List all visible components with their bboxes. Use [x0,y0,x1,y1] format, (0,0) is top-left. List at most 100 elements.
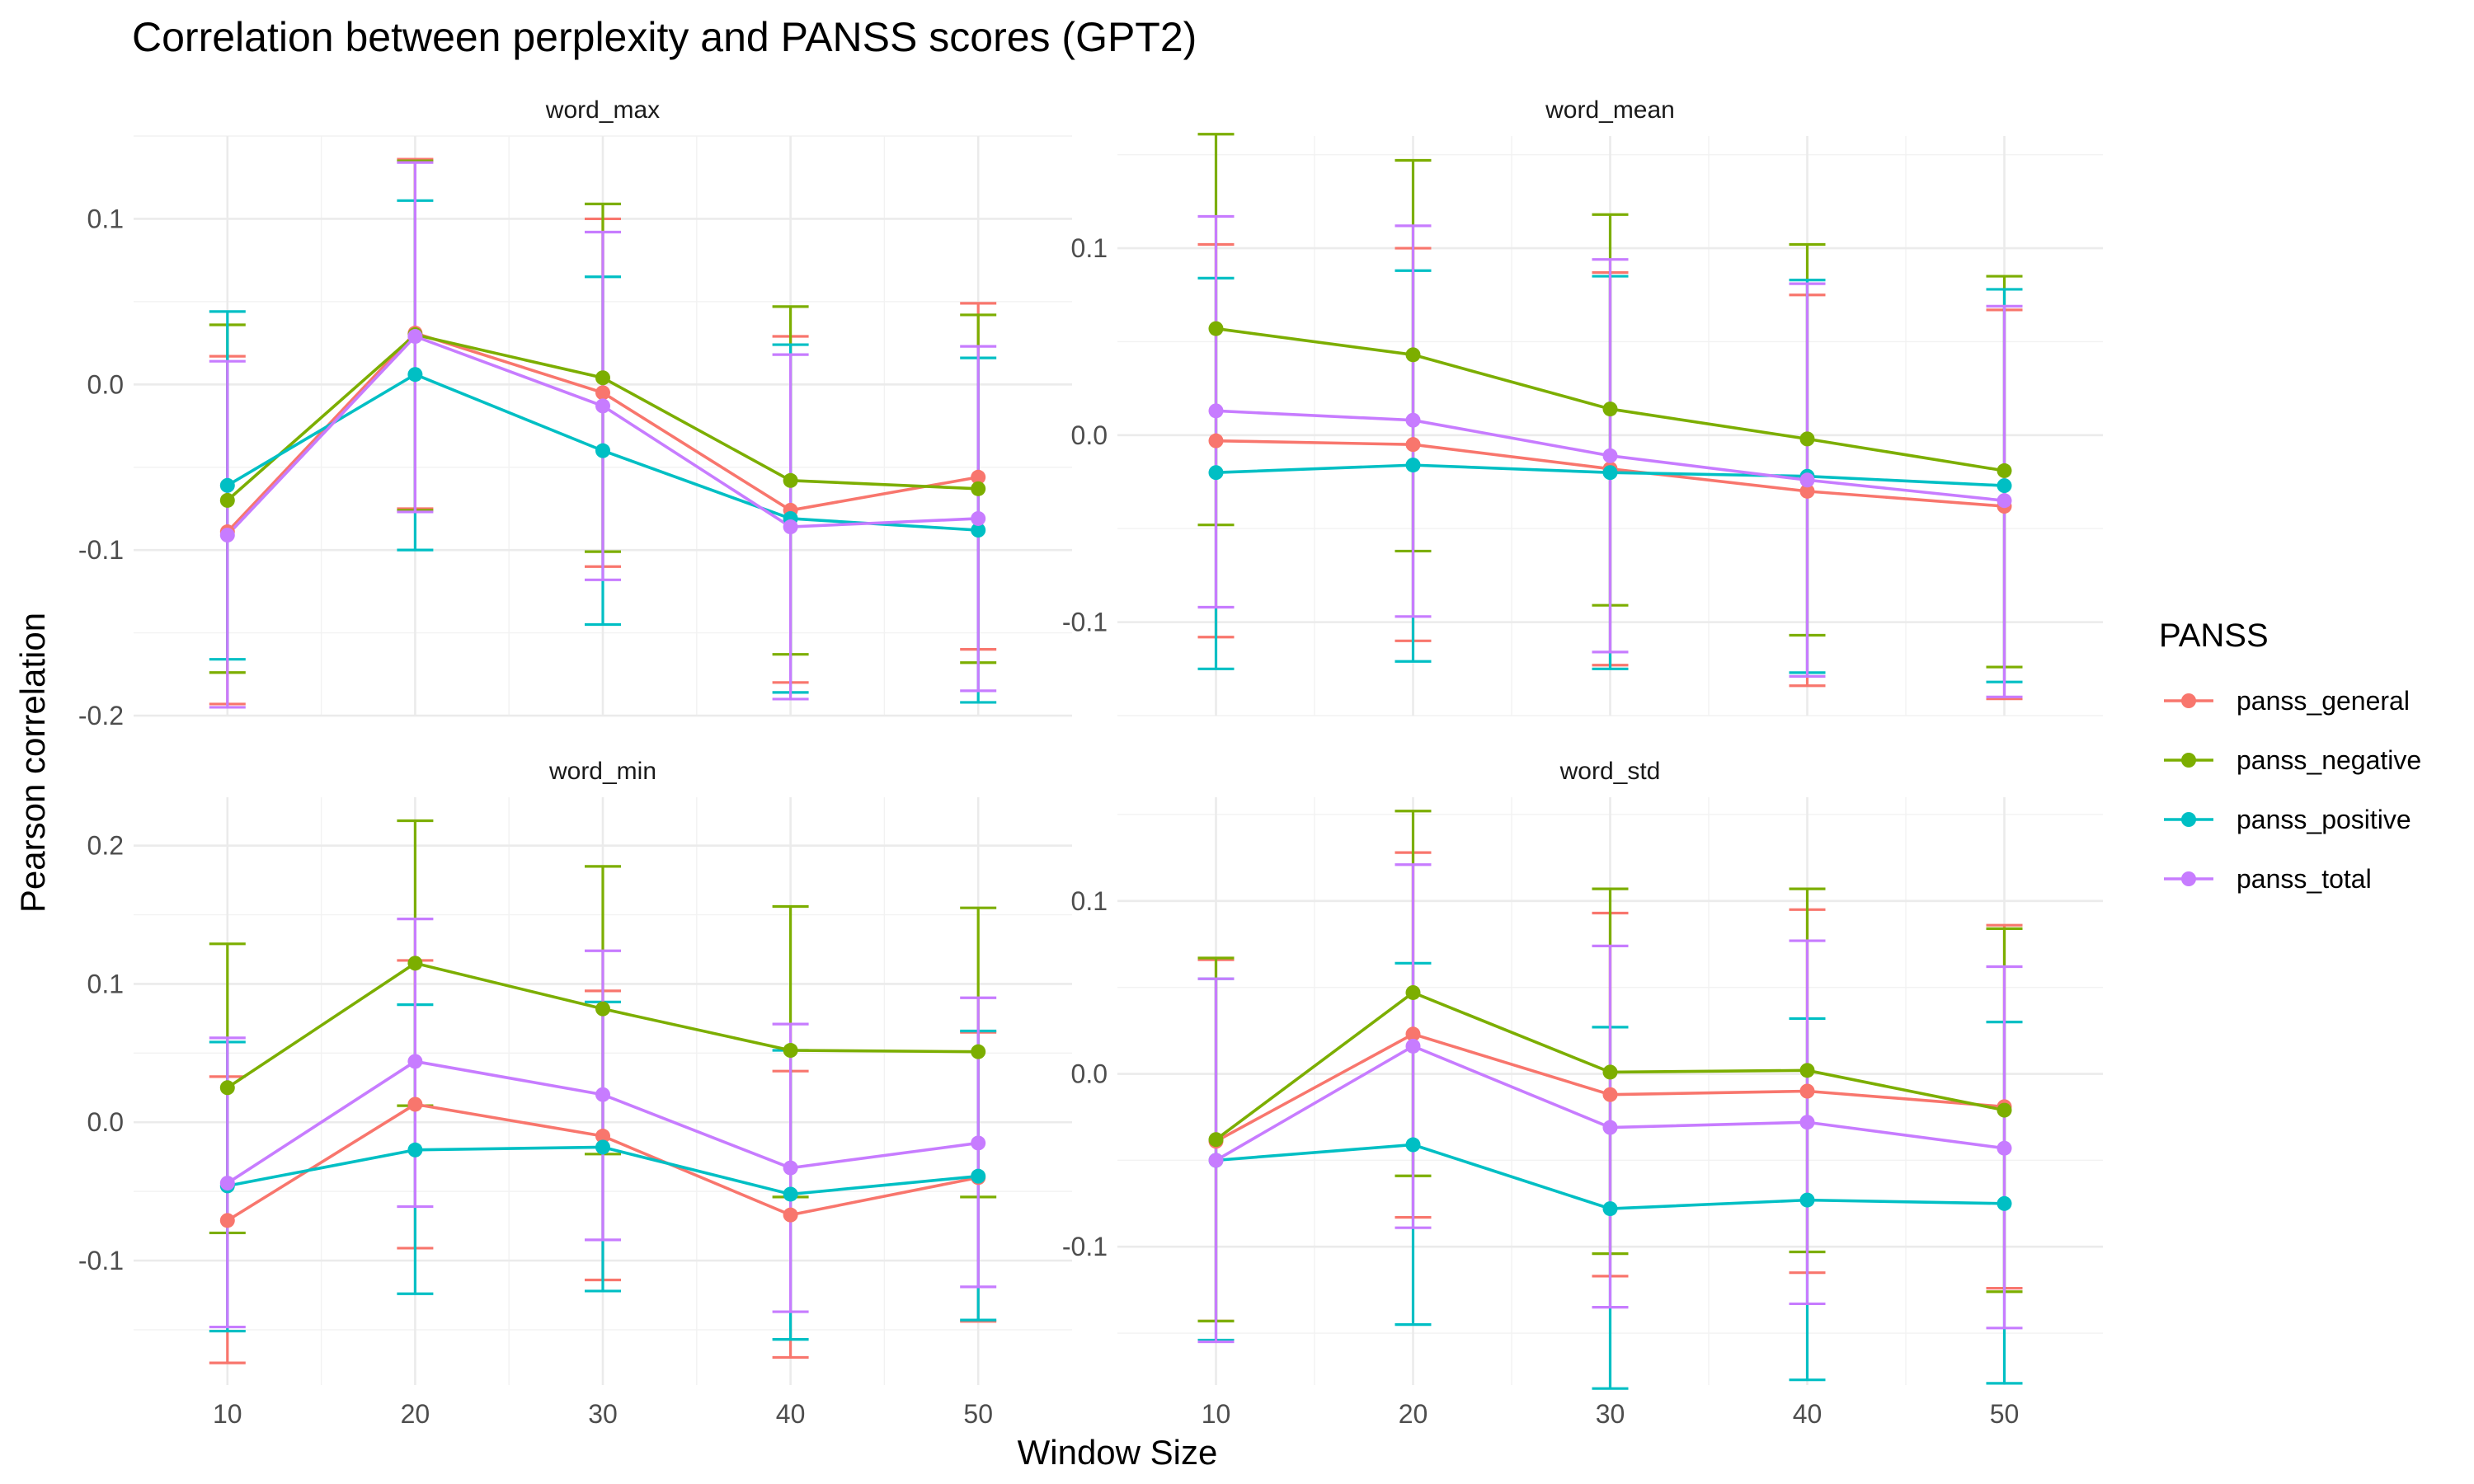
legend-label: panss_positive [2236,805,2411,834]
data-point-panss_general [1602,1087,1618,1102]
y-tick-label: -0.1 [78,1246,124,1275]
data-point-panss_positive [1208,465,1224,481]
data-point-panss_negative [971,1044,986,1059]
data-point-panss_general [783,1207,798,1223]
data-point-panss_positive [595,1139,610,1155]
legend-items: panss_general panss_negative panss_positiv… [2164,686,2421,894]
data-point-panss_negative [1405,347,1421,363]
x-tick-label: 50 [963,1399,993,1429]
data-point-panss_total [971,510,986,526]
legend-item-panss_total: panss_total [2164,864,2372,894]
x-tick-label: 10 [1202,1399,1231,1429]
facet-label: word_min [548,758,656,785]
data-point-panss_total [1602,448,1618,463]
data-point-panss_total [407,1054,423,1069]
data-point-panss_total [1799,472,1815,488]
legend-title: PANSS [2159,618,2269,654]
data-point-panss_positive [219,477,235,493]
y-tick-label: 0.1 [87,204,124,233]
panel-word_max: word_max -0.2 -0.1 0.0 0.1 [78,96,1072,730]
data-point-panss_negative [783,1043,798,1059]
data-point-panss_general [1405,437,1421,453]
data-point-panss_general [219,1213,235,1228]
data-point-panss_positive [1602,465,1618,481]
y-tick-label: 0.1 [87,969,124,998]
data-point-panss_positive [783,1186,798,1202]
data-point-panss_total [595,398,610,414]
data-point-panss_negative [407,956,423,971]
legend-key-point [2181,812,2196,827]
data-point-panss_positive [1405,1137,1421,1153]
y-tick-label: 0.0 [1071,1059,1108,1089]
y-tick-label: 0.0 [1071,420,1108,450]
data-point-panss_negative [1799,1063,1815,1078]
data-point-panss_negative [1997,1102,2012,1118]
legend-key-point [2181,753,2196,768]
panel-word_mean: word_mean -0.1 0.0 0.1 [1062,96,2103,716]
y-tick-label: 0.0 [87,369,124,399]
x-tick-label: 10 [213,1399,242,1429]
x-tick-label: 50 [1990,1399,2020,1429]
legend-key-point [2181,871,2196,886]
data-point-panss_total [219,528,235,543]
legend-key-point [2181,693,2196,708]
data-point-panss_total [1602,1120,1618,1135]
data-point-panss_negative [1997,463,2012,478]
facet-label: word_max [545,96,660,124]
data-point-panss_negative [1208,1132,1224,1148]
data-point-panss_general [595,385,610,401]
data-point-panss_positive [1602,1201,1618,1217]
data-point-panss_positive [1799,1192,1815,1208]
data-point-panss_positive [971,1168,986,1184]
plot-title: Correlation between perplexity and PANSS… [132,14,1197,60]
data-point-panss_total [1405,1038,1421,1054]
y-tick-label: 0.2 [87,831,124,861]
legend-label: panss_total [2236,864,2372,894]
data-point-panss_total [407,329,423,345]
data-point-panss_general [1799,1083,1815,1099]
data-point-panss_general [1405,1026,1421,1042]
data-point-panss_total [783,519,798,535]
data-point-panss_total [595,1087,610,1102]
data-point-panss_negative [971,481,986,496]
data-point-panss_general [407,1097,423,1112]
data-point-panss_negative [1208,321,1224,336]
data-point-panss_total [219,1176,235,1191]
x-tick-label: 40 [1793,1399,1823,1429]
legend-label: panss_general [2236,686,2410,716]
x-tick-label: 30 [588,1399,618,1429]
data-point-panss_negative [1799,431,1815,447]
data-point-panss_positive [1997,478,2012,494]
data-point-panss_positive [407,367,423,383]
y-tick-label: 0.1 [1071,233,1108,263]
legend-item-panss_general: panss_general [2164,686,2410,716]
y-tick-label: 0.0 [87,1107,124,1137]
data-point-panss_general [595,1129,610,1144]
x-tick-label: 30 [1596,1399,1625,1429]
data-point-panss_positive [407,1142,423,1158]
data-point-panss_total [783,1160,798,1176]
panel-word_std: word_std -0.1 0.0 0.1 10 20 30 40 50 [1062,758,2103,1429]
data-point-panss_total [1208,403,1224,419]
data-point-panss_negative [219,492,235,508]
data-point-panss_positive [1997,1195,2012,1211]
legend-item-panss_negative: panss_negative [2164,745,2421,775]
data-point-panss_negative [219,1080,235,1096]
data-point-panss_positive [595,443,610,458]
facet-label: word_std [1559,758,1661,785]
data-point-panss_negative [783,472,798,488]
data-point-panss_positive [1405,458,1421,473]
data-point-panss_total [1799,1115,1815,1130]
data-point-panss_total [1208,1153,1224,1168]
x-axis-title: Window Size [1018,1433,1218,1472]
y-tick-label: -0.1 [1062,608,1108,637]
legend: PANSS panss_general panss_negative panss_p… [2159,618,2421,894]
data-point-panss_total [1405,412,1421,428]
data-point-panss_negative [1602,402,1618,417]
y-tick-label: -0.1 [78,535,124,565]
facet-label: word_mean [1545,96,1675,124]
x-tick-label: 20 [401,1399,430,1429]
data-point-panss_total [1997,1140,2012,1156]
data-point-panss_negative [1405,984,1421,1000]
